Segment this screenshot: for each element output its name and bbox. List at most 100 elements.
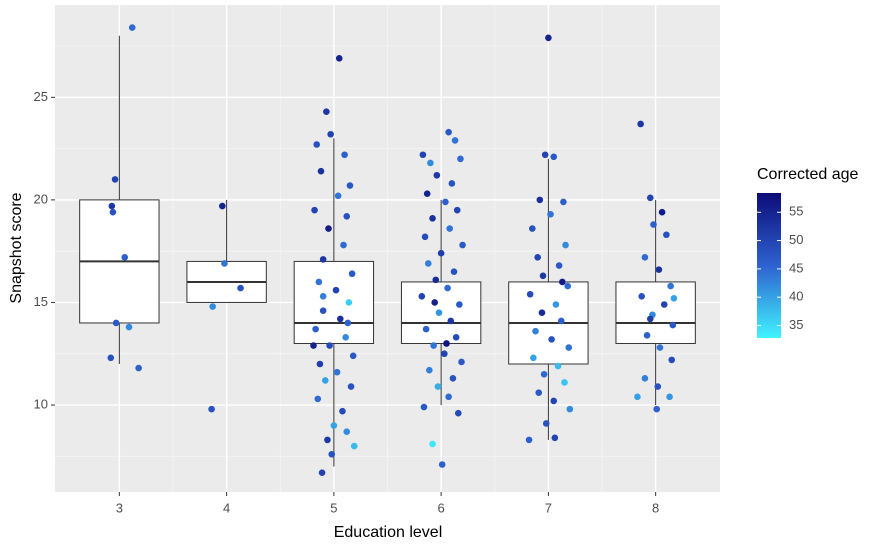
point: [219, 202, 226, 210]
point: [429, 215, 436, 222]
point: [536, 196, 544, 204]
point: [670, 295, 678, 302]
point: [345, 299, 353, 306]
point: [419, 151, 427, 159]
legend-title: Corrected age: [757, 166, 858, 183]
point: [434, 383, 442, 390]
colorbar-label: 55: [789, 204, 803, 219]
point: [441, 350, 448, 358]
point: [348, 270, 356, 278]
point: [442, 198, 449, 206]
point: [539, 272, 547, 280]
point: [432, 276, 440, 284]
point: [446, 225, 454, 232]
x-tick-label: 6: [438, 500, 445, 515]
point: [445, 393, 452, 401]
point: [333, 368, 341, 376]
point: [429, 440, 436, 448]
point: [337, 315, 344, 323]
point: [655, 266, 663, 273]
point: [646, 315, 654, 323]
point: [535, 389, 543, 397]
point: [530, 354, 537, 362]
point: [318, 469, 326, 477]
point: [550, 397, 558, 405]
point: [654, 383, 662, 390]
point: [316, 360, 324, 368]
y-tick-label: 25: [34, 89, 48, 104]
point: [347, 383, 355, 390]
point: [561, 379, 568, 386]
point: [528, 225, 536, 232]
point: [323, 108, 330, 115]
point: [350, 442, 358, 450]
point: [669, 321, 677, 329]
point: [437, 249, 445, 257]
point: [310, 342, 317, 349]
point: [452, 334, 460, 341]
point: [343, 212, 351, 220]
point: [433, 171, 441, 179]
point: [542, 420, 550, 427]
x-tick-label: 4: [223, 500, 230, 515]
point: [112, 319, 120, 327]
point: [650, 221, 657, 228]
point: [335, 55, 343, 62]
point: [656, 344, 664, 351]
colorbar-label: 35: [789, 317, 803, 332]
point: [667, 282, 674, 290]
point: [449, 375, 457, 382]
point: [663, 231, 670, 239]
point: [448, 180, 456, 187]
point: [330, 422, 338, 429]
point: [454, 409, 462, 417]
point: [458, 358, 465, 366]
point: [108, 202, 116, 210]
point: [418, 292, 426, 300]
x-tick-label: 3: [116, 500, 123, 515]
point: [566, 405, 574, 413]
point: [317, 167, 325, 175]
point: [340, 241, 347, 249]
point: [346, 182, 354, 189]
x-axis-title: Education level: [334, 524, 443, 541]
point: [643, 331, 651, 339]
point: [324, 436, 331, 444]
point: [545, 34, 552, 42]
point: [660, 301, 668, 308]
x-tick-label: 8: [652, 500, 659, 515]
point: [525, 436, 533, 444]
point: [128, 24, 136, 31]
point: [641, 254, 649, 261]
box: [615, 281, 696, 344]
point: [341, 151, 348, 159]
point: [435, 309, 443, 317]
point: [424, 260, 432, 267]
y-axis-title: Snapshot score: [8, 192, 25, 303]
point: [634, 393, 641, 401]
point: [209, 303, 216, 310]
point: [315, 278, 323, 286]
point: [423, 190, 431, 198]
point: [459, 241, 466, 249]
colorbar-label: 40: [789, 289, 803, 304]
point: [334, 192, 342, 200]
point: [326, 342, 333, 349]
point: [555, 262, 563, 269]
point: [443, 340, 450, 347]
point: [344, 319, 352, 327]
y-tick-label: 20: [34, 191, 48, 206]
point: [125, 323, 133, 331]
point: [313, 141, 321, 148]
point: [438, 461, 446, 468]
point: [559, 278, 566, 286]
point: [445, 128, 452, 136]
point: [646, 194, 654, 202]
point: [638, 292, 646, 300]
point: [420, 403, 428, 411]
point: [312, 325, 319, 333]
point: [453, 206, 461, 214]
point: [426, 366, 433, 374]
point: [343, 428, 351, 435]
